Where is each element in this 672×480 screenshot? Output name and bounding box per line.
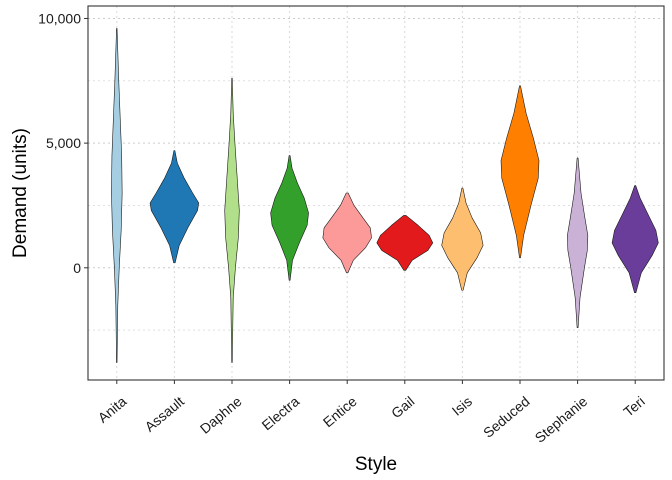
violin-assault — [149, 150, 200, 264]
violin-electra — [270, 155, 309, 281]
violin-gail — [376, 215, 434, 271]
plot-panel-border — [87, 5, 665, 381]
violin-stephanie — [567, 157, 589, 328]
x-axis-title: Style — [355, 454, 397, 475]
x-tick-label-seduced: Seduced — [480, 393, 533, 441]
violin-daphne — [224, 78, 240, 363]
violin-isis — [441, 187, 484, 291]
x-tick-label-daphne: Daphne — [197, 393, 245, 437]
x-tick-label-stephanie: Stephanie — [532, 393, 591, 446]
x-tick-label-gail: Gail — [388, 393, 417, 421]
violin-seduced — [500, 85, 540, 259]
x-tick-label-anita: Anita — [95, 393, 130, 426]
x-tick-label-entice: Entice — [320, 393, 360, 430]
y-axis: 0 5,000 10,000 — [38, 10, 88, 276]
y-tick-label: 10,000 — [38, 10, 81, 26]
violin-anita — [111, 28, 123, 363]
x-tick-label-teri: Teri — [620, 393, 648, 420]
y-tick-label: 5,000 — [46, 135, 81, 151]
x-tick-label-isis: Isis — [449, 393, 475, 419]
x-axis: Anita Assault Daphne Electra Entice Gail Isis S… — [95, 380, 648, 446]
y-axis-title: Demand (units) — [10, 128, 31, 258]
x-tick-label-electra: Electra — [259, 393, 303, 433]
y-tick-label: 0 — [73, 260, 81, 276]
violins — [111, 28, 659, 363]
violin-teri — [611, 185, 659, 294]
violin-entice — [322, 192, 372, 274]
x-tick-label-assault: Assault — [142, 393, 188, 435]
